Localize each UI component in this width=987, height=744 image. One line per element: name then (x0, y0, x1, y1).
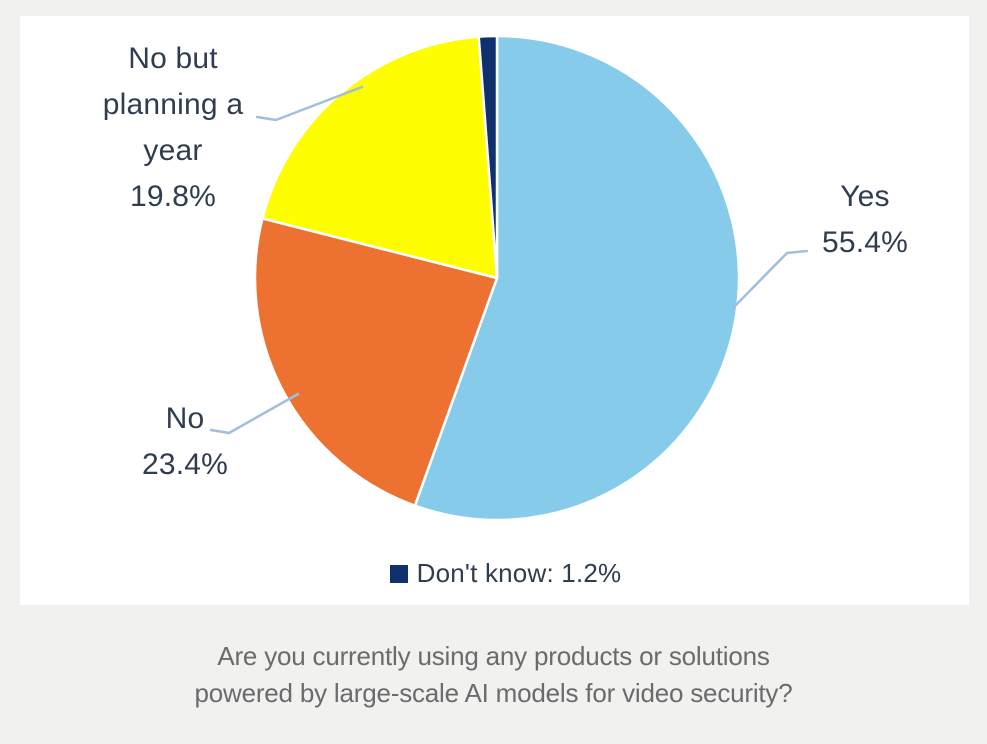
label-value: 19.8% (129, 180, 217, 213)
label-no: No 23.4% (105, 396, 265, 488)
legend-label-dont-know: Don't know: 1.2% (416, 558, 622, 588)
label-value: 55.4% (821, 226, 909, 259)
legend-swatch-dont-know (389, 564, 408, 583)
legend: Don't know: 1.2% (20, 558, 969, 589)
label-text: year (143, 134, 203, 167)
chart-panel: No but planning a year 19.8% Yes 55.4% N… (20, 16, 969, 605)
pie-slice-yes (413, 34, 741, 522)
pie-slice-no-but-planning-a-year (261, 35, 499, 280)
label-no-but-planning: No but planning a year 19.8% (53, 36, 293, 220)
label-text: Yes (840, 180, 890, 213)
leader-line-yes (732, 249, 809, 309)
caption-line: Are you currently using any products or … (217, 641, 770, 671)
label-text: planning a (102, 88, 244, 121)
label-yes: Yes 55.4% (780, 174, 950, 266)
pie-chart (209, 34, 809, 522)
label-value: 23.4% (141, 448, 229, 481)
leader-line-no-but-planning (255, 85, 364, 122)
leader-line-no (209, 392, 300, 435)
chart-caption: Are you currently using any products or … (0, 638, 987, 712)
pie-slice-no (253, 217, 499, 507)
pie-slices (253, 34, 741, 522)
pie-slice-don-t-know (477, 34, 499, 280)
label-text: No (165, 402, 205, 435)
label-text: No but (128, 42, 218, 75)
caption-line: powered by large-scale AI models for vid… (194, 678, 793, 708)
